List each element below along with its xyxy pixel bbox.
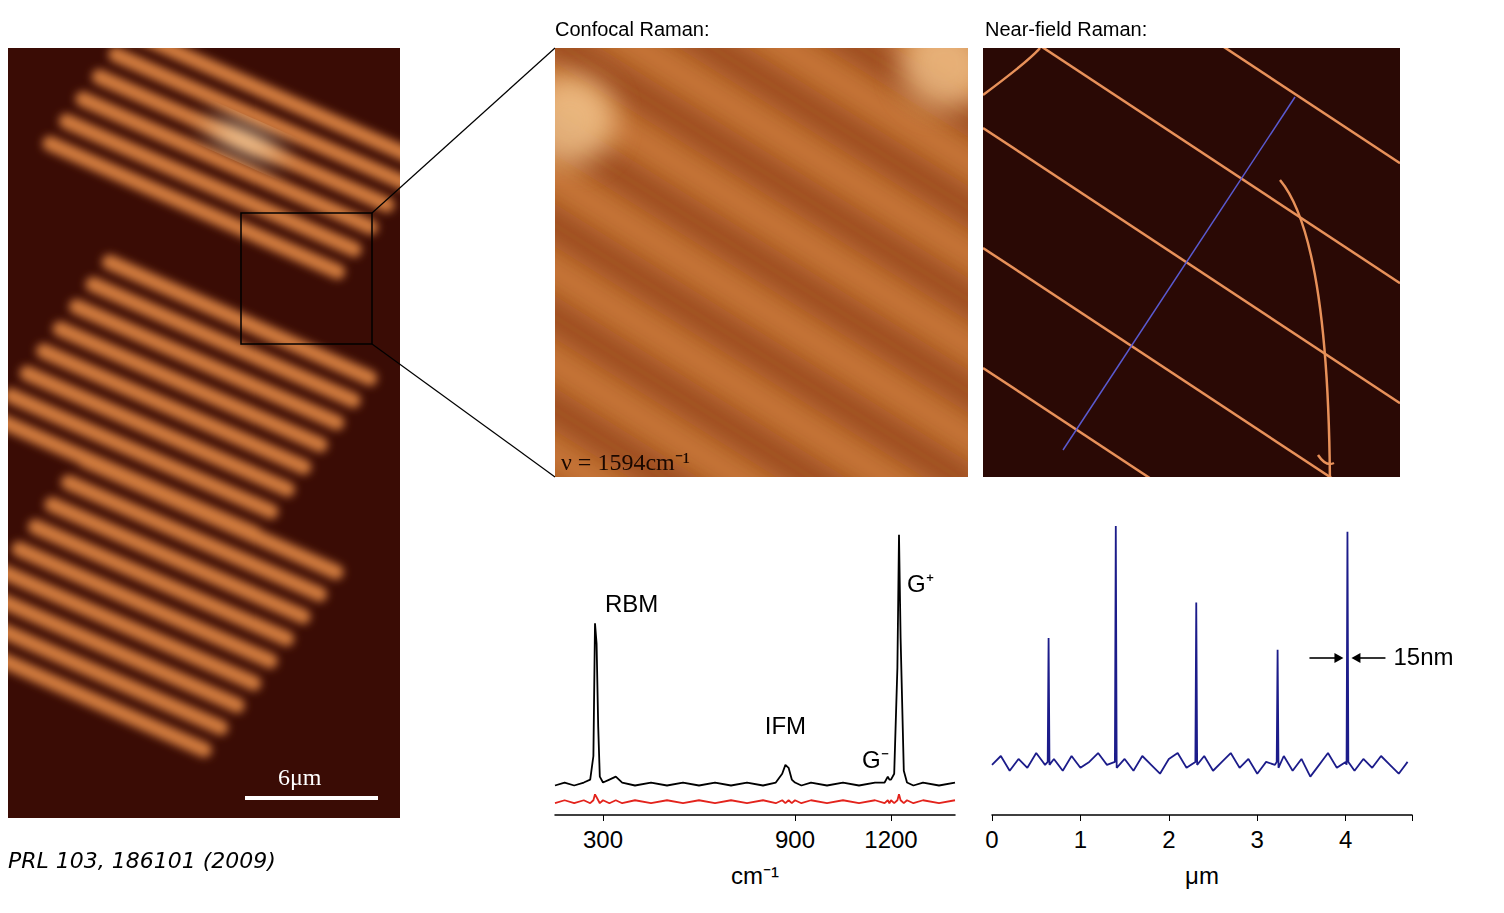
html-text:IFM: IFM bbox=[764, 712, 807, 739]
html-text:6μm: 6μm bbox=[278, 764, 322, 790]
svg-text:3: 3 bbox=[1251, 826, 1264, 853]
html-text:Confocal Raman:: Confocal Raman: bbox=[555, 18, 710, 40]
html-text:RBM: RBM bbox=[605, 590, 659, 617]
svg-text:900: 900 bbox=[775, 826, 815, 853]
svg-text:μm: μm bbox=[1185, 862, 1219, 889]
html-text:G⁺: G⁺ bbox=[907, 570, 934, 597]
html-text:PRL 103, 186101 (2009): PRL 103, 186101 (2009) bbox=[8, 848, 276, 873]
svg-text:1: 1 bbox=[1074, 826, 1087, 853]
svg-text:0: 0 bbox=[985, 826, 998, 853]
html-text:Near-field Raman:: Near-field Raman: bbox=[985, 18, 1148, 40]
html-text:15nm: 15nm bbox=[1393, 643, 1454, 670]
svg-text:300: 300 bbox=[583, 826, 623, 853]
html-text:ν = 1594cm⁻¹: ν = 1594cm⁻¹ bbox=[561, 449, 690, 475]
svg-text:1200: 1200 bbox=[864, 826, 917, 853]
svg-text:2: 2 bbox=[1162, 826, 1175, 853]
html-text:G⁻: G⁻ bbox=[862, 746, 889, 773]
svg-text:4: 4 bbox=[1339, 826, 1352, 853]
svg-text:cm⁻¹: cm⁻¹ bbox=[731, 862, 779, 889]
